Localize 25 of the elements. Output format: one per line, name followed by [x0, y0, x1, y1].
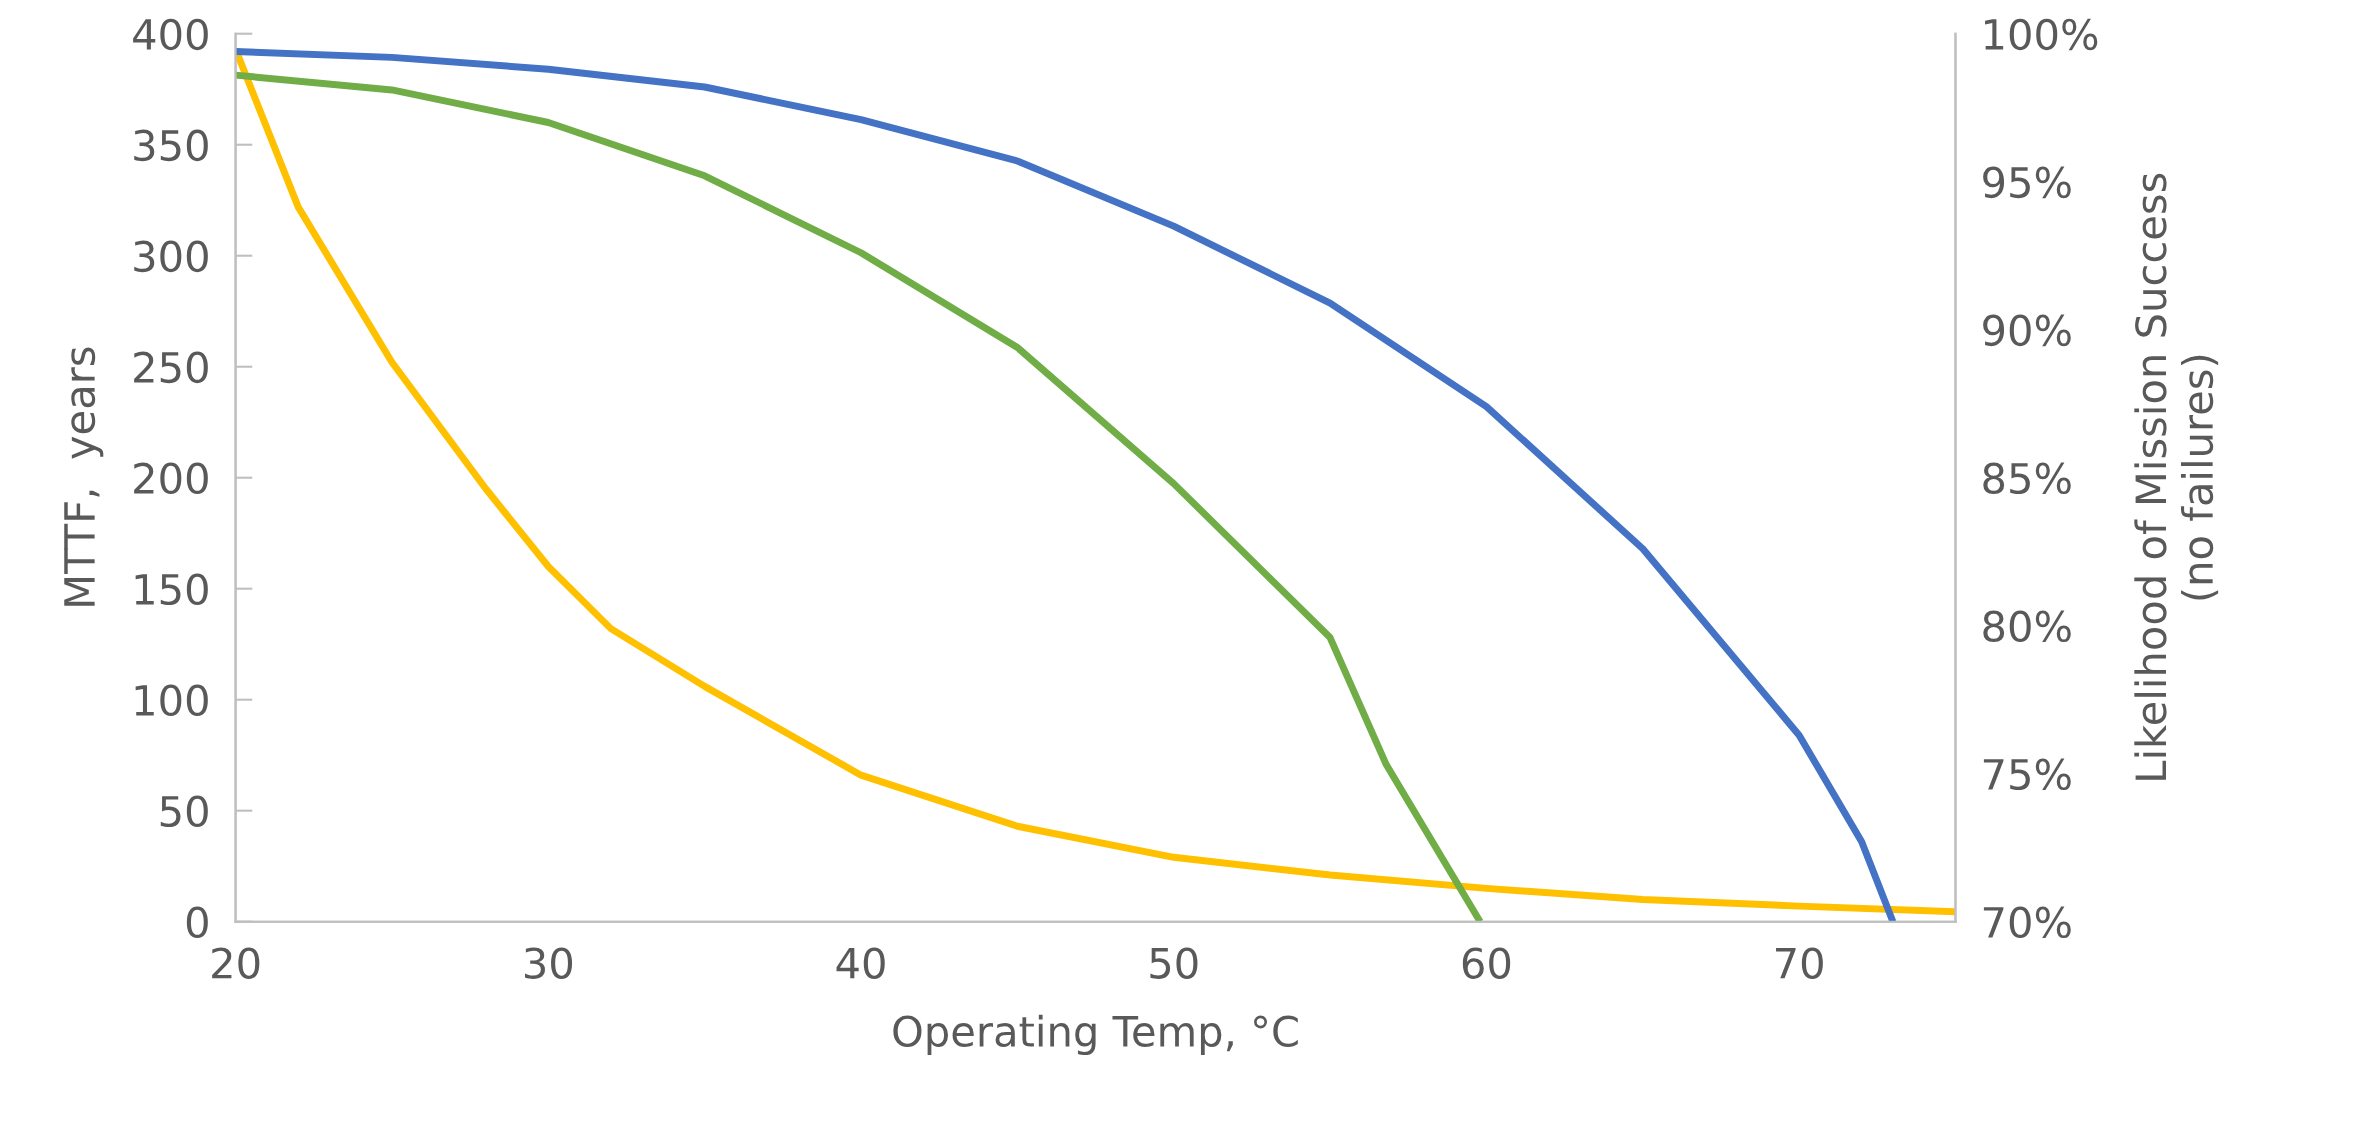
- y-tick-label: 350: [134, 129, 208, 162]
- y2-tick-label: 100%: [1985, 18, 2098, 51]
- y-axis-title: MTTF, years: [64, 347, 104, 606]
- y2-axis-title: Likelihood of Mission Success (no failures): [2134, 173, 2219, 780]
- y-tick-label: 200: [134, 462, 208, 495]
- x-tick-label: 60: [1462, 947, 1511, 979]
- y2-tick-label: 80%: [1983, 610, 2071, 643]
- y-tick-label: 100: [135, 684, 208, 717]
- y-tick-label: 50: [160, 795, 208, 828]
- y-tick-label: 150: [135, 573, 208, 606]
- x-tick-label: 30: [524, 947, 573, 979]
- y2-tick-label: 90%: [1983, 314, 2071, 347]
- y2-tick-label: 85%: [1983, 462, 2071, 495]
- x-tick-label: 20: [212, 947, 260, 979]
- y2-tick-label: 70%: [1983, 906, 2071, 939]
- y-tick-label: 300: [134, 240, 208, 273]
- y-tick-label: 250: [134, 351, 208, 384]
- y2-tick-label: 75%: [1983, 758, 2071, 791]
- y-tick-label: 0: [186, 906, 208, 939]
- x-tick-label: 50: [1150, 947, 1198, 979]
- y-tick-label: 400: [133, 18, 208, 51]
- y2-tick-label: 95%: [1983, 166, 2071, 199]
- x-tick-label: 40: [836, 947, 885, 979]
- x-axis-title: Operating Temp, °C: [893, 1014, 1298, 1056]
- x-tick-label: 70: [1776, 947, 1823, 979]
